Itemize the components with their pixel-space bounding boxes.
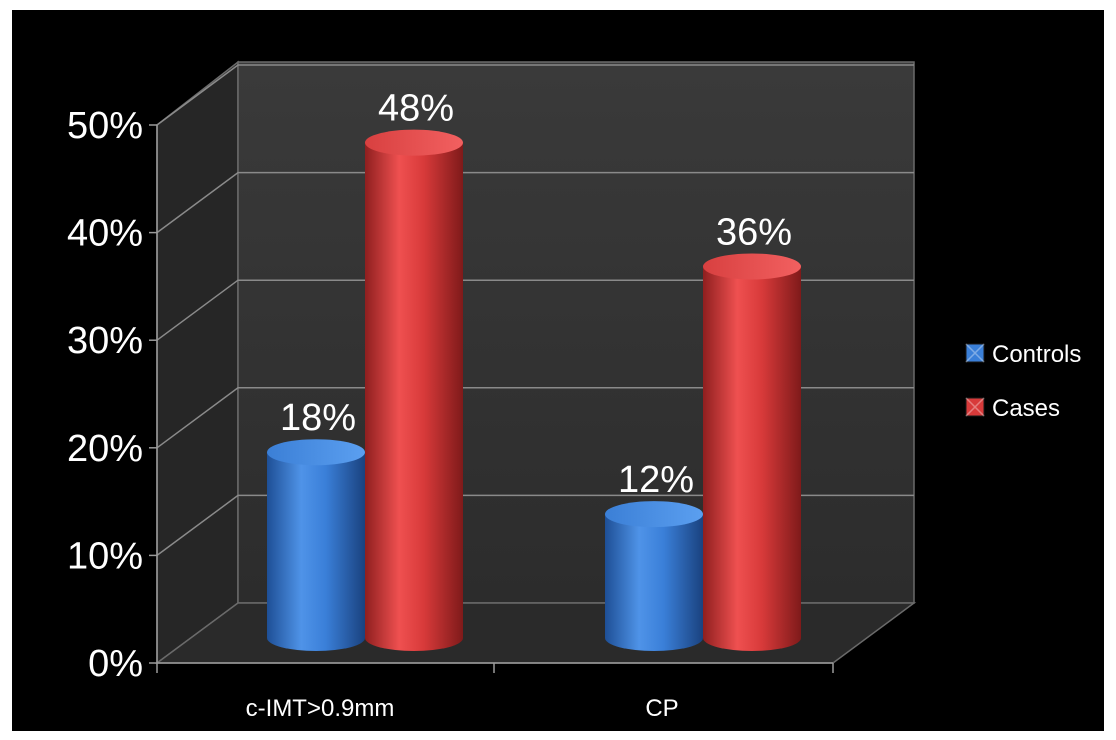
bar-cases-c-imt [365,129,463,651]
data-label: 36% [716,211,792,253]
legend: Controls Cases [965,341,1081,422]
legend-swatch-controls [965,343,985,363]
y-tick-label: 40% [67,213,143,255]
x-tick-label: CP [645,695,678,722]
x-tick-labels: c-IMT>0.9mm CP [156,663,834,722]
legend-swatch-cases [965,397,985,417]
bars [267,129,801,651]
bar-cap [703,253,801,280]
y-tick-label: 30% [67,320,143,362]
bar-body [605,514,703,651]
gridline [156,387,914,449]
data-label: 12% [618,459,694,501]
x-tick-label: c-IMT>0.9mm [246,695,395,722]
y-tick-label: 20% [67,428,143,470]
gridline [156,64,914,126]
y-tick-label: 10% [67,535,143,577]
data-label: 18% [280,397,356,439]
legend-label-controls: Controls [992,341,1081,368]
gridlines [156,64,914,557]
gridline [156,171,914,234]
y-tick-labels: 0% 10% 20% 30% 40% 50% [67,105,157,685]
bar-cap [365,129,463,156]
legend-label-cases: Cases [992,395,1060,422]
data-label: 48% [378,88,454,130]
bar-controls-c-imt [267,439,365,651]
gridline [156,494,914,557]
y-tick-label: 0% [88,643,143,685]
legend-swatch-shine [965,343,985,363]
data-labels: 18% 48% 12% 36% [280,88,792,502]
bar-body [703,266,801,651]
bar-body [267,452,365,651]
bar-cap [267,439,365,466]
value-axis [156,125,833,664]
bar-controls-cp [605,501,703,651]
bar-cases-cp [703,253,801,651]
bar-cap [605,501,703,528]
bar-body [365,142,463,651]
side-wall [156,60,239,665]
gridline [156,279,914,341]
legend-swatch-shine [965,397,985,417]
y-tick-label: 50% [67,105,143,147]
